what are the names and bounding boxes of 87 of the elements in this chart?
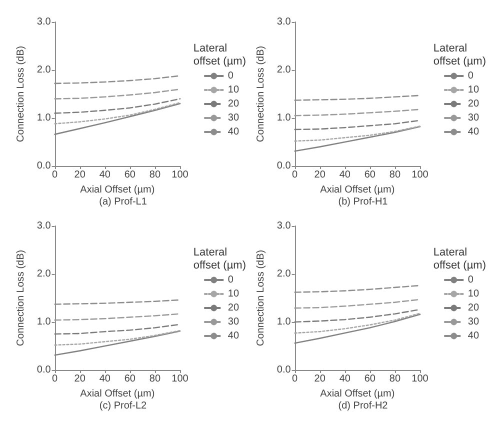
x-tick-label: 40 <box>339 374 351 384</box>
legend-label: 30 <box>228 316 240 328</box>
y-axis-title: Connection Loss (dB) <box>256 250 266 346</box>
x-tick-label: 80 <box>149 170 161 180</box>
line-series <box>54 324 181 335</box>
line-series <box>54 330 181 346</box>
x-axis-title: Axial Offset (µm) <box>320 388 395 400</box>
y-tick-label: 2.0 <box>276 64 292 76</box>
x-tick-label: 100 <box>412 374 429 384</box>
legend-label: 30 <box>468 316 480 328</box>
legend-label: 0 <box>468 274 474 286</box>
x-tick-label: 60 <box>364 374 376 384</box>
legend-label: 0 <box>228 70 234 82</box>
legend-label: 20 <box>228 302 240 314</box>
x-axis-title: Axial Offset (µm) <box>80 388 155 400</box>
legend-label: 0 <box>228 274 234 286</box>
x-tick-label: 40 <box>339 170 351 180</box>
x-tick-label: 100 <box>172 374 189 384</box>
legend-label: 30 <box>228 112 240 124</box>
legend-label: 40 <box>468 126 480 138</box>
legend-title: Lateral offset (µm) <box>433 42 486 68</box>
y-tick-label: 3.0 <box>276 16 292 28</box>
x-tick-label: 20 <box>74 170 86 180</box>
legend-label: 40 <box>468 330 480 342</box>
y-axis-title: Connection Loss (dB) <box>256 46 266 142</box>
x-tick-label: 0 <box>292 170 298 180</box>
x-tick-label: 100 <box>172 170 189 180</box>
y-tick-label: 3.0 <box>36 220 52 232</box>
x-tick-label: 20 <box>314 374 326 384</box>
legend-label: 20 <box>468 302 480 314</box>
legend-label: 20 <box>228 98 240 110</box>
x-tick-label: 40 <box>99 170 111 180</box>
y-tick-label: 0.0 <box>36 160 52 172</box>
x-tick-label: 20 <box>314 170 326 180</box>
legend-label: 10 <box>228 84 240 96</box>
y-tick-label: 2.0 <box>276 268 292 280</box>
line-series <box>54 98 181 114</box>
legend-label: 10 <box>468 84 480 96</box>
legend-label: 30 <box>468 112 480 124</box>
text: (d) Prof-H2 <box>338 400 388 412</box>
y-tick-label: 2.0 <box>36 268 52 280</box>
legend-title: Lateral offset (µm) <box>433 246 486 272</box>
x-tick-label: 0 <box>292 374 298 384</box>
x-tick-label: 80 <box>149 374 161 384</box>
line-series <box>294 108 421 116</box>
text: (a) Prof-L1 <box>99 196 148 208</box>
text: (b) Prof-H1 <box>338 196 388 208</box>
legend-label: 40 <box>228 126 240 138</box>
line-series <box>294 120 421 130</box>
y-tick-label: 3.0 <box>276 220 292 232</box>
x-tick-label: 20 <box>74 374 86 384</box>
legend-label: 20 <box>468 98 480 110</box>
y-tick-label: 1.0 <box>36 316 52 328</box>
x-tick-label: 80 <box>389 170 401 180</box>
y-tick-label: 0.0 <box>276 364 292 376</box>
y-tick-label: 3.0 <box>36 16 52 28</box>
y-tick-label: 2.0 <box>36 64 52 76</box>
legend-label: 40 <box>228 330 240 342</box>
x-tick-label: 100 <box>412 170 429 180</box>
legend-title: Lateral offset (µm) <box>193 42 246 68</box>
y-tick-label: 1.0 <box>276 316 292 328</box>
legend-label: 0 <box>468 70 474 82</box>
x-tick-label: 60 <box>124 374 136 384</box>
x-axis-title: Axial Offset (µm) <box>320 184 395 196</box>
y-axis-title: Connection Loss (dB) <box>16 46 26 142</box>
x-tick-label: 80 <box>389 374 401 384</box>
y-tick-label: 1.0 <box>276 112 292 124</box>
legend-title: Lateral offset (µm) <box>193 246 246 272</box>
x-tick-label: 60 <box>124 170 136 180</box>
legend-label: 10 <box>228 288 240 300</box>
line-series <box>54 102 181 124</box>
y-tick-label: 1.0 <box>36 112 52 124</box>
line-series <box>54 88 181 100</box>
x-axis-title: Axial Offset (µm) <box>80 184 155 196</box>
x-tick-label: 60 <box>364 170 376 180</box>
y-tick-label: 0.0 <box>36 364 52 376</box>
x-tick-label: 0 <box>52 374 58 384</box>
x-tick-label: 0 <box>52 170 58 180</box>
y-axis-title: Connection Loss (dB) <box>16 250 26 346</box>
line-series <box>294 312 421 334</box>
line-series <box>54 313 181 321</box>
line-series <box>294 298 421 309</box>
text: (c) Prof-L2 <box>99 400 148 412</box>
legend-label: 10 <box>468 288 480 300</box>
line-series <box>294 126 421 142</box>
y-tick-label: 0.0 <box>276 160 292 172</box>
x-tick-label: 40 <box>99 374 111 384</box>
